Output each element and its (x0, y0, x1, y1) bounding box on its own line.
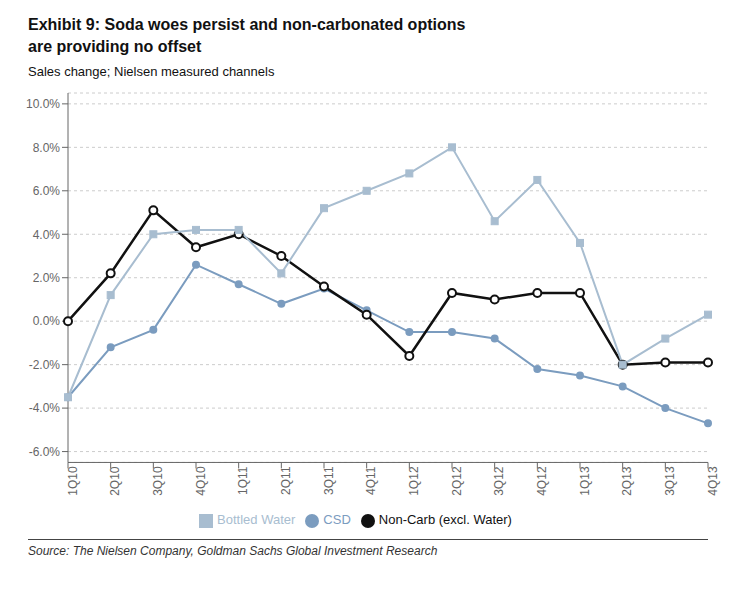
svg-text:3Q10: 3Q10 (151, 466, 165, 496)
svg-text:4.0%: 4.0% (33, 228, 61, 242)
svg-text:1Q12: 1Q12 (407, 466, 421, 496)
html-text:CSD: CSD (323, 512, 351, 528)
svg-text:8.0%: 8.0% (33, 141, 61, 155)
html-text:Bottled Water: Bottled Water (217, 512, 296, 528)
svg-text:2Q11: 2Q11 (279, 466, 293, 495)
svg-text:0.0%: 0.0% (33, 314, 61, 328)
html-text:Exhibit 9: Soda woes persist a: Exhibit 9: Soda woes persist and non-car… (28, 16, 466, 33)
svg-text:3Q13: 3Q13 (663, 466, 677, 496)
svg-text:2Q12: 2Q12 (450, 466, 464, 496)
svg-text:10.0%: 10.0% (26, 97, 60, 111)
svg-text:2.0%: 2.0% (33, 271, 61, 285)
html-text:are providing no offset: are providing no offset (28, 38, 202, 55)
svg-text:1Q11: 1Q11 (236, 466, 250, 495)
html-text:Non-Carb (excl. Water): Non-Carb (excl. Water) (378, 512, 512, 528)
svg-text:4Q13: 4Q13 (706, 466, 720, 496)
svg-text:-6.0%: -6.0% (29, 445, 61, 459)
html-text:Source: The Nielsen Company, G: Source: The Nielsen Company, Goldman Sac… (28, 544, 438, 558)
svg-text:4Q11: 4Q11 (364, 466, 378, 495)
html-text:Sales change; Nielsen measured: Sales change; Nielsen measured channels (28, 64, 275, 79)
svg-text:1Q13: 1Q13 (578, 466, 592, 496)
svg-text:4Q10: 4Q10 (194, 466, 208, 496)
svg-text:6.0%: 6.0% (33, 184, 61, 198)
svg-text:1Q10: 1Q10 (66, 466, 80, 496)
svg-text:3Q12: 3Q12 (492, 466, 506, 496)
svg-text:4Q12: 4Q12 (535, 466, 549, 496)
svg-text:2Q13: 2Q13 (620, 466, 634, 496)
svg-text:2Q10: 2Q10 (108, 466, 122, 496)
svg-text:3Q11: 3Q11 (322, 466, 336, 495)
svg-text:-2.0%: -2.0% (29, 358, 61, 372)
svg-text:-4.0%: -4.0% (29, 401, 61, 415)
